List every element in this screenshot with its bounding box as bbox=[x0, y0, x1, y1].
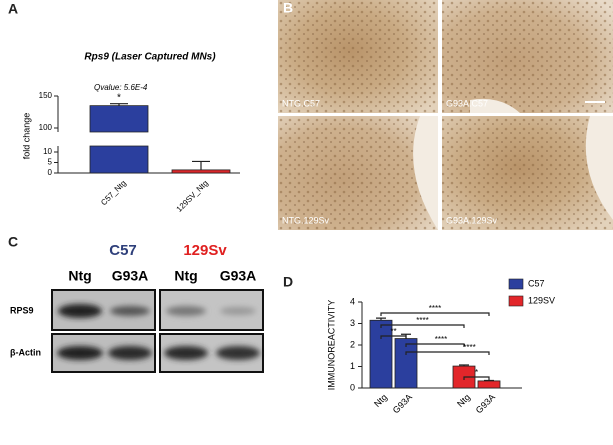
y-tick-label: 10 bbox=[43, 147, 52, 156]
x-tick-label: Ntg bbox=[372, 392, 389, 409]
significance-label: ** bbox=[390, 327, 396, 336]
x-tick-label: G93A bbox=[391, 392, 414, 415]
y-tick-label: 2 bbox=[350, 339, 355, 349]
panel-label: B bbox=[283, 0, 293, 16]
bar bbox=[171, 169, 231, 174]
significance-label: **** bbox=[416, 316, 428, 325]
legend-label: 129SV bbox=[528, 295, 555, 305]
error-bar bbox=[376, 317, 386, 321]
micrographs bbox=[278, 0, 613, 230]
y-tick-label: 3 bbox=[350, 318, 355, 328]
image-label: NTG.129Sv bbox=[282, 215, 330, 225]
bar bbox=[89, 105, 149, 174]
y-tick-label: 5 bbox=[48, 158, 53, 167]
significance-bracket bbox=[380, 324, 465, 328]
error-bar bbox=[110, 103, 128, 106]
significance-bracket bbox=[463, 376, 490, 380]
group-label: C57 bbox=[109, 242, 137, 259]
lane-label: Ntg bbox=[68, 268, 91, 284]
y-tick-label: 1 bbox=[350, 361, 355, 371]
bar bbox=[369, 319, 393, 389]
significance-label: **** bbox=[463, 343, 475, 352]
row-label: β-Actin bbox=[10, 347, 41, 357]
y-tick-label: 150 bbox=[39, 91, 53, 100]
y-tick-label: 4 bbox=[350, 296, 355, 306]
lane-label: G93A bbox=[220, 268, 257, 284]
y-axis-label: fold change bbox=[21, 113, 31, 160]
significance-bracket bbox=[380, 335, 407, 339]
western-blot bbox=[51, 289, 264, 373]
micrograph bbox=[442, 116, 613, 230]
micrograph bbox=[278, 116, 438, 230]
annotation: Qvalue: 5.6E-4 bbox=[94, 83, 148, 92]
image-label: NTG.C57 bbox=[282, 98, 320, 108]
y-axis-label: IMMUNOREACTIVITY bbox=[326, 300, 336, 391]
x-tick-label: Ntg bbox=[455, 392, 472, 409]
lane-label: Ntg bbox=[174, 268, 197, 284]
legend-swatch bbox=[508, 278, 524, 290]
y-tick-label: 0 bbox=[48, 168, 53, 177]
error-bar bbox=[459, 364, 469, 367]
x-tick-label: 129SV_Ntg bbox=[175, 179, 210, 214]
bar bbox=[477, 380, 501, 389]
panel-label: C bbox=[8, 234, 18, 250]
significance-bracket bbox=[380, 312, 490, 316]
panel-label: A bbox=[8, 1, 18, 17]
significance: * bbox=[117, 93, 121, 104]
image-label: G93A.C57 bbox=[446, 98, 488, 108]
x-tick-label: G93A bbox=[474, 392, 497, 415]
legend-label: C57 bbox=[528, 278, 545, 288]
legend-swatch bbox=[508, 295, 524, 307]
x-tick-label: C57_Ntg bbox=[99, 179, 128, 208]
significance-label: **** bbox=[429, 304, 441, 313]
significance-label: **** bbox=[435, 335, 447, 344]
error-bar bbox=[192, 160, 210, 170]
significance-bracket bbox=[405, 343, 465, 347]
group-label: 129Sv bbox=[183, 242, 227, 259]
significance-label: * bbox=[475, 368, 478, 377]
chart-title: Rps9 (Laser Captured MNs) bbox=[84, 52, 216, 63]
y-tick-label: 100 bbox=[39, 123, 53, 132]
lane-label: G93A bbox=[112, 268, 149, 284]
row-label: RPS9 bbox=[10, 305, 34, 315]
panel-label: D bbox=[283, 274, 293, 290]
micrograph bbox=[442, 0, 613, 113]
image-label: G93A.129Sv bbox=[446, 215, 498, 225]
y-tick-label: 0 bbox=[350, 382, 355, 392]
micrograph bbox=[278, 0, 438, 113]
significance-bracket bbox=[405, 351, 490, 355]
